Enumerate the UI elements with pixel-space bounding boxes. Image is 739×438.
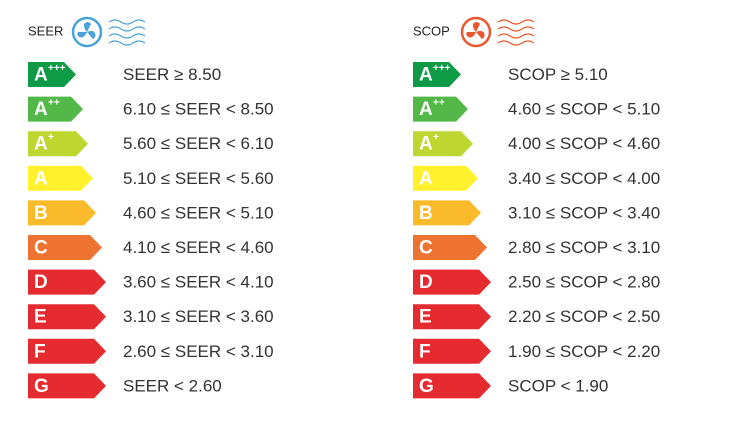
panel-title: SEER — [28, 23, 63, 38]
range-text: 3.60 ≤ SEER < 4.10 — [123, 273, 274, 292]
class-label: A — [34, 168, 48, 189]
class-label: A — [419, 99, 433, 120]
class-sup: + — [433, 132, 439, 143]
class-arrow — [413, 235, 487, 260]
class-sup: ++ — [48, 98, 60, 109]
range-text: 6.10 ≤ SEER < 8.50 — [123, 100, 274, 119]
range-text: 2.20 ≤ SCOP < 2.50 — [508, 307, 660, 326]
class-arrow — [413, 131, 473, 157]
heating-icon — [460, 16, 535, 48]
class-label: A — [34, 134, 48, 155]
range-text: 2.50 ≤ SCOP < 2.80 — [508, 273, 660, 292]
range-text: 1.90 ≤ SCOP < 2.20 — [508, 342, 660, 361]
range-text: SEER < 2.60 — [123, 376, 222, 395]
range-text: SCOP ≥ 5.10 — [508, 65, 608, 84]
class-label: A — [419, 65, 433, 86]
class-label: A — [419, 134, 433, 155]
class-arrow — [413, 373, 491, 399]
range-text: 4.00 ≤ SCOP < 4.60 — [508, 134, 660, 153]
range-text: 2.80 ≤ SCOP < 3.10 — [508, 238, 660, 257]
class-sup: +++ — [48, 63, 66, 74]
class-label: A — [34, 65, 48, 86]
class-arrow — [413, 165, 478, 191]
class-label: G — [419, 376, 434, 397]
class-arrow — [28, 338, 106, 364]
class-label: A — [419, 168, 433, 189]
class-label: D — [34, 272, 48, 293]
class-arrow — [28, 96, 83, 122]
range-text: 5.10 ≤ SEER < 5.60 — [123, 169, 274, 188]
range-text: 3.10 ≤ SEER < 3.60 — [123, 307, 274, 326]
class-arrow — [28, 62, 76, 87]
class-label: B — [34, 203, 48, 224]
class-arrow — [28, 200, 96, 226]
class-arrow — [28, 304, 106, 330]
class-label: G — [34, 376, 49, 397]
class-arrow — [413, 200, 481, 226]
class-label: F — [34, 341, 46, 362]
class-sup: ++ — [433, 98, 445, 109]
range-text: 5.60 ≤ SEER < 6.10 — [123, 134, 274, 153]
class-arrow — [28, 131, 88, 157]
class-label: D — [419, 272, 433, 293]
range-text: 4.60 ≤ SEER < 5.10 — [123, 203, 274, 222]
class-label: E — [34, 307, 47, 328]
panel-title: SCOP — [413, 23, 450, 38]
cooling-icon — [71, 16, 146, 48]
class-sup: +++ — [433, 63, 451, 74]
range-text: 4.60 ≤ SCOP < 5.10 — [508, 100, 660, 119]
class-arrow — [28, 269, 106, 295]
class-arrow — [28, 165, 93, 191]
class-arrow — [28, 235, 102, 260]
class-label: E — [419, 307, 432, 328]
class-label: C — [34, 238, 48, 259]
class-arrow — [413, 96, 468, 122]
range-text: SEER ≥ 8.50 — [123, 65, 221, 84]
class-label: A — [34, 99, 48, 120]
range-text: 3.10 ≤ SCOP < 3.40 — [508, 203, 660, 222]
class-arrow — [413, 62, 461, 87]
class-sup: + — [48, 132, 54, 143]
range-text: 3.40 ≤ SCOP < 4.00 — [508, 169, 660, 188]
class-label: F — [419, 341, 431, 362]
class-arrow — [28, 373, 106, 399]
class-label: B — [419, 203, 433, 224]
range-text: 4.10 ≤ SEER < 4.60 — [123, 238, 274, 257]
range-text: SCOP < 1.90 — [508, 376, 608, 395]
range-text: 2.60 ≤ SEER < 3.10 — [123, 342, 274, 361]
class-label: C — [419, 238, 433, 259]
class-arrow — [413, 304, 491, 330]
class-arrow — [413, 338, 491, 364]
class-arrow — [413, 269, 491, 295]
